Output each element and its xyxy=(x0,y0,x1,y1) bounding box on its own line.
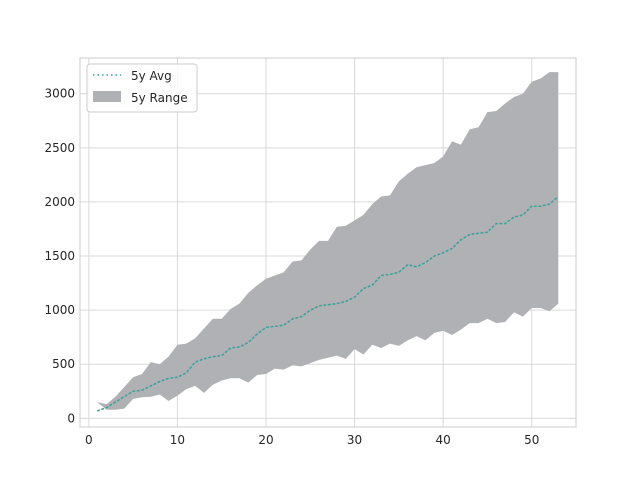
x-tick-label-30: 30 xyxy=(347,433,362,447)
line-5y-avg xyxy=(96,195,560,412)
x-tick-label-0: 0 xyxy=(85,433,93,447)
x-tick-label-20: 20 xyxy=(258,433,273,447)
range-band-layer xyxy=(97,72,559,410)
y-tick-label-2000: 2000 xyxy=(44,195,75,209)
x-tick-label-40: 40 xyxy=(436,433,451,447)
y-tick-label-1500: 1500 xyxy=(44,249,75,263)
axes-frame xyxy=(79,57,577,428)
x-tick-labels: 0 10 20 30 40 50 xyxy=(85,433,539,447)
y-tick-label-1000: 1000 xyxy=(44,303,75,317)
y-tick-label-3000: 3000 xyxy=(44,87,75,101)
legend-label-5y-range: 5y Range xyxy=(131,91,188,105)
x-tick-label-10: 10 xyxy=(170,433,185,447)
y-tick-label-500: 500 xyxy=(52,357,75,371)
y-tick-labels: 0 500 1000 1500 2000 2500 3000 xyxy=(44,87,75,426)
legend: 5y Avg 5y Range xyxy=(86,63,198,113)
y-tick-label-0: 0 xyxy=(67,411,75,425)
y-tick-label-2500: 2500 xyxy=(44,141,75,155)
legend-label-5y-avg: 5y Avg xyxy=(131,69,172,83)
x-tick-label-50: 50 xyxy=(524,433,539,447)
avg-line-layer xyxy=(96,195,560,412)
range-band-5y-range xyxy=(97,72,559,410)
legend-swatch-5y-range xyxy=(93,91,121,102)
